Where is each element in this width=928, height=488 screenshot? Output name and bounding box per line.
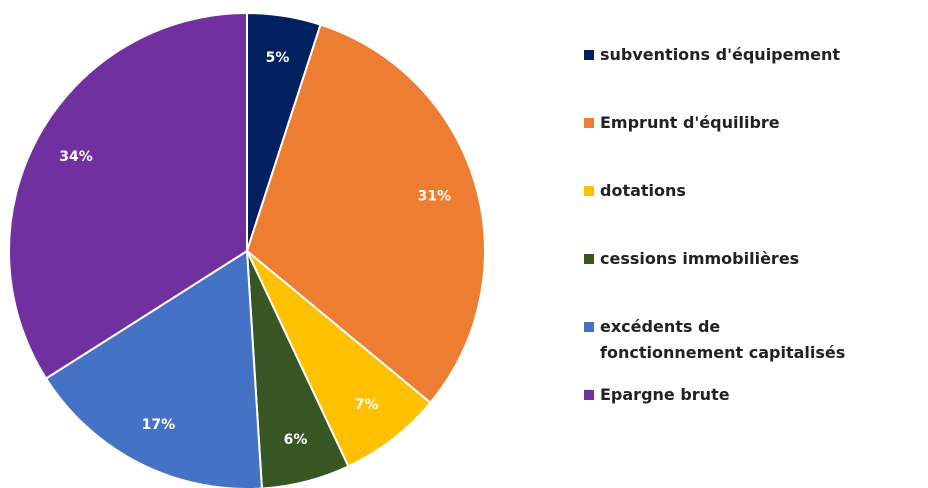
data-label: 34% [59,149,93,165]
legend-item: excédents de fonctionnement capitalisés [584,314,924,366]
legend-swatch [584,254,594,264]
pie: 5% 31% 7% 6% 17% 34% [8,11,486,488]
legend-swatch [584,118,594,128]
legend-swatch [584,390,594,400]
legend-item: dotations [584,178,924,204]
legend-label: cessions immobilières [600,249,800,268]
data-label: 7% [355,397,379,413]
pie-slice [246,250,350,488]
pie-slice [8,11,248,380]
data-label: 6% [284,432,308,448]
legend-label: subventions d'équipement [600,45,841,64]
data-label: 5% [266,50,290,66]
legend-item: Emprunt d'équilibre [584,110,924,136]
pie-slice [245,23,486,405]
pie-slice [44,249,263,488]
data-label: 31% [418,189,452,205]
legend-swatch [584,50,594,60]
legend-swatch [584,322,594,332]
data-label: 17% [142,417,176,433]
legend-label: Emprunt d'équilibre [600,113,780,132]
legend-label: excédents de fonctionnement capitalisés [600,317,846,362]
legend-label: Epargne brute [600,385,730,404]
legend-item: cessions immobilières [584,246,924,272]
pie-slice [246,250,432,468]
legend: subventions d'équipement Emprunt d'équili… [584,42,924,450]
legend-swatch [584,186,594,196]
legend-item: subventions d'équipement [584,42,924,68]
legend-label: dotations [600,181,686,200]
legend-item: Epargne brute [584,382,924,408]
